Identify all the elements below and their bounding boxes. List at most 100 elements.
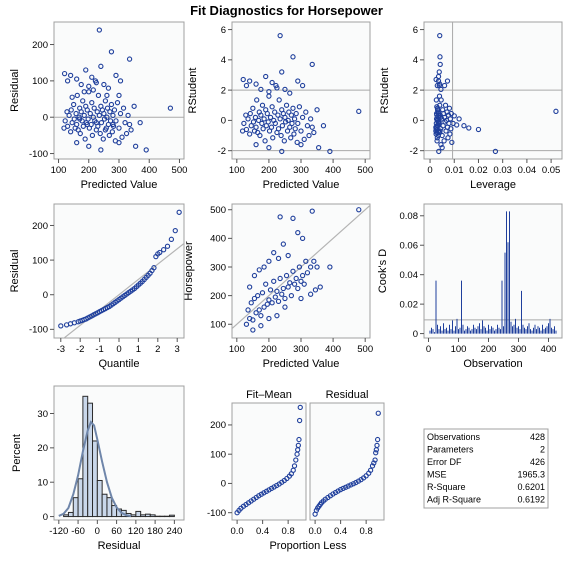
y-tick-label: -100 — [29, 325, 48, 336]
histogram-bar — [64, 515, 69, 517]
y-tick-label: 2 — [221, 85, 226, 96]
figure-title: Fit Diagnostics for Horsepower — [190, 3, 383, 18]
x-tick-label: 0.02 — [469, 165, 488, 176]
x-tick-label: 240 — [166, 526, 182, 537]
y-axis-label: Residual — [9, 69, 21, 112]
x-tick-label: 300 — [293, 165, 309, 176]
y-tick-label: 500 — [210, 205, 226, 216]
y-axis-label: Cook's D — [377, 249, 389, 293]
fit-stat-value: 2 — [540, 445, 545, 455]
x-tick-label: 2 — [155, 344, 160, 355]
subpanel-header: Residual — [326, 389, 369, 401]
x-tick-label: 500 — [357, 165, 373, 176]
x-tick-label: 500 — [357, 344, 373, 355]
x-tick-label: 400 — [541, 344, 557, 355]
plot-frame — [54, 204, 184, 338]
x-axis-label: Predicted Value — [263, 358, 340, 370]
y-tick-label: 0 — [43, 113, 48, 124]
x-tick-label: 200 — [261, 165, 277, 176]
y-tick-label: 20 — [37, 443, 48, 454]
x-axis-label: Leverage — [470, 179, 516, 191]
x-axis-label: Predicted Value — [263, 179, 340, 191]
y-tick-label: 400 — [210, 234, 226, 245]
x-tick-label: -1 — [95, 344, 103, 355]
y-tick-label: 0 — [43, 512, 48, 523]
y-tick-label: 100 — [32, 76, 48, 87]
fit-stat-label: Observations — [427, 432, 481, 442]
x-axis-label: Observation — [463, 358, 522, 370]
x-axis-label: Proportion Less — [269, 540, 347, 552]
y-axis-label: Residual — [9, 250, 21, 293]
x-tick-label: 300 — [111, 165, 127, 176]
x-tick-label: 100 — [451, 344, 467, 355]
y-tick-label: -2 — [410, 146, 418, 157]
histogram-bar — [131, 515, 136, 517]
histogram-bar — [170, 515, 175, 516]
y-axis-label: RStudent — [187, 68, 199, 114]
y-tick-label: 0 — [413, 329, 418, 340]
y-axis-label: RStudent — [379, 68, 391, 114]
x-axis-label: Residual — [98, 540, 141, 552]
x-tick-label: 0 — [95, 526, 100, 537]
x-tick-label: 0.0 — [308, 526, 321, 537]
histogram-bar — [97, 480, 102, 516]
x-tick-label: 0.04 — [518, 165, 537, 176]
fit-stat-value: 1965.3 — [517, 470, 545, 480]
x-tick-label: 0.8 — [282, 526, 295, 537]
x-tick-label: 400 — [141, 165, 157, 176]
fit-stat-label: MSE — [427, 470, 447, 480]
histogram-bar — [107, 498, 112, 517]
histogram-bar — [83, 396, 88, 516]
y-tick-label: 0 — [413, 116, 418, 127]
x-tick-label: -60 — [71, 526, 85, 537]
x-axis-label: Predicted Value — [81, 179, 158, 191]
y-tick-label: -100 — [207, 508, 226, 519]
y-tick-label: 4 — [413, 55, 418, 66]
x-tick-label: 200 — [261, 344, 277, 355]
fit-stat-value: 0.6201 — [517, 482, 545, 492]
y-tick-label: 200 — [32, 221, 48, 232]
x-tick-label: -3 — [57, 344, 65, 355]
y-tick-label: 200 — [210, 420, 226, 431]
x-tick-label: 0 — [426, 344, 431, 355]
x-tick-label: 100 — [229, 344, 245, 355]
x-tick-label: 0.03 — [493, 165, 512, 176]
histogram-bar — [68, 512, 73, 516]
y-tick-label: 100 — [210, 320, 226, 331]
x-tick-label: 180 — [147, 526, 163, 537]
y-tick-label: 100 — [32, 255, 48, 266]
y-tick-label: 0 — [43, 290, 48, 301]
x-tick-label: 300 — [293, 344, 309, 355]
fit-stat-label: R-Square — [427, 482, 466, 492]
histogram-bar — [150, 515, 155, 517]
x-tick-label: 0 — [427, 165, 432, 176]
y-tick-label: 6 — [221, 25, 226, 36]
x-axis-label: Quantile — [99, 358, 140, 370]
fit-stat-label: Adj R-Square — [427, 495, 481, 505]
y-tick-label: 10 — [37, 478, 48, 489]
x-tick-label: 0.01 — [445, 165, 464, 176]
histogram-bar — [93, 441, 98, 517]
x-tick-label: -120 — [49, 526, 68, 537]
histogram-bar — [141, 515, 146, 517]
y-tick-label: 6 — [413, 25, 418, 36]
y-tick-label: 300 — [210, 262, 226, 273]
histogram-bar — [136, 511, 141, 516]
x-tick-label: -2 — [76, 344, 84, 355]
y-tick-label: 0.06 — [400, 241, 419, 252]
fit-stat-label: Parameters — [427, 445, 474, 455]
histogram-bar — [73, 498, 78, 517]
fit-stat-label: Error DF — [427, 457, 462, 467]
histogram-bar — [78, 479, 83, 517]
y-tick-label: 0 — [221, 116, 226, 127]
y-tick-label: 0.02 — [400, 299, 419, 310]
x-tick-label: 0.0 — [230, 526, 243, 537]
histogram-bar — [102, 494, 107, 516]
